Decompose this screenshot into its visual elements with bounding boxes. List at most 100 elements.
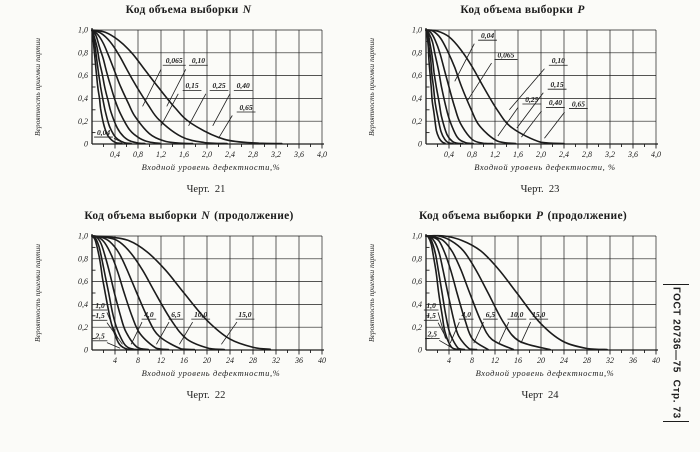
chart-23-plot: 0,4 0,8 1,2 1,6 2,0 2,4 2,8 3,2 3,6 4,0 0 0,2 0,4 0,6… <box>362 22 684 182</box>
curve-0-15 <box>91 29 161 145</box>
curve-0-10 <box>425 29 464 145</box>
y-tick-label: 0,2 <box>412 117 422 126</box>
x-tick-label: 2,4 <box>225 150 235 159</box>
curve-label-1-0: 1,0 <box>95 301 105 310</box>
chart-panel-22: Код объема выборки N (продолжение) 4 8 12 1… <box>28 210 350 401</box>
curve-label-leader <box>521 110 542 138</box>
tick-labels: 0,4 0,8 1,2 1,6 2,0 2,4 2,8 3,2 3,6 4,0 0 0,2 0,4 0,6… <box>78 26 327 159</box>
tick-labels: 4 8 12 16 20 24 28 32 36 40 0 0,2 0,4 0,6 0,8 1,0 <box>412 232 660 365</box>
x-tick-label: 20 <box>537 356 545 365</box>
curve-label-1-5: 1,5 <box>426 311 436 320</box>
y-tick-label: 0,2 <box>78 323 88 332</box>
curve-label-leader <box>160 93 179 126</box>
curve-label-leader <box>106 312 119 339</box>
curve-label-leader <box>520 321 532 344</box>
curve-label-1-5: 1,5 <box>95 311 105 320</box>
curve-label-0-40: 0,40 <box>549 98 562 107</box>
y-axis-title: Вероятность приемки партии <box>33 38 42 136</box>
curve-label-leader <box>166 69 187 107</box>
x-tick-label: 1,2 <box>490 150 500 159</box>
curve-label-0-10: 0,10 <box>552 56 565 65</box>
oc-chart-svg: 0,4 0,8 1,2 1,6 2,0 2,4 2,8 3,2 3,6 4,0 0 0,2 0,4 0,6… <box>33 26 327 172</box>
x-tick-label: 12 <box>157 356 165 365</box>
chart-21-caption: Черт. 21 <box>186 184 226 195</box>
y-tick-label: 1,0 <box>412 232 422 241</box>
x-tick-label: 8 <box>136 356 140 365</box>
chart-24-title: Код объема выборки P (продолжение) <box>418 210 628 222</box>
curve-label-10-0: 10,0 <box>194 310 207 319</box>
curve-label-leader <box>113 137 123 143</box>
x-tick-label: 1,6 <box>513 150 523 159</box>
y-tick-label: 0,4 <box>412 94 422 103</box>
stamp-rule-bottom <box>663 420 689 422</box>
curve-label-leader <box>188 93 207 126</box>
axes <box>425 28 658 145</box>
curve-2-5 <box>425 235 478 351</box>
x-tick-label: 3,6 <box>627 150 638 159</box>
x-tick-label: 4 <box>113 356 117 365</box>
grid <box>92 235 323 350</box>
x-tick-label: 20 <box>203 356 211 365</box>
curve-label-1-0: 1,0 <box>426 301 436 310</box>
curve-label-2-5: 2,5 <box>427 329 438 338</box>
curve-label-2-5: 2,5 <box>94 332 105 341</box>
y-tick-label: 1,0 <box>78 232 88 241</box>
y-tick-label: 0,6 <box>412 277 422 286</box>
x-axis-title: Входной уровень дефектности,% <box>142 162 281 172</box>
x-tick-label: 3,6 <box>293 150 304 159</box>
y-tick-label: 0 <box>84 346 88 355</box>
y-tick-label: 0,4 <box>78 94 88 103</box>
curve-0-65 <box>91 29 283 145</box>
y-tick-label: 1,0 <box>78 26 88 35</box>
y-tick-label: 0,8 <box>78 254 88 263</box>
curve-label-leader <box>544 111 565 139</box>
y-tick-label: 0,8 <box>412 254 422 263</box>
y-tick-label: 0,6 <box>412 71 422 80</box>
x-tick-label: 32 <box>605 356 614 365</box>
y-tick-label: 0,8 <box>78 48 88 57</box>
y-axis-title: Вероятность приемки партии <box>367 38 376 136</box>
curve-label-6-5: 6,5 <box>171 310 181 319</box>
chart-22-title: Код объема выборки N (продолжение) <box>84 210 294 222</box>
chart-21-title: Код объема выборки N <box>125 4 252 16</box>
chart-panel-21: Код объема выборки N 0,4 0,8 1,2 1,6 2,0 2,4 2… <box>28 4 350 195</box>
curve-0-10 <box>91 29 146 145</box>
x-tick-label: 32 <box>271 356 280 365</box>
curve-label-leader <box>212 93 231 126</box>
curve-label-0-25: 0,25 <box>525 95 538 104</box>
curve-label-0-10: 0,10 <box>192 56 205 65</box>
curve-label-0-40: 0,40 <box>237 81 250 90</box>
x-tick-label: 4,0 <box>317 150 327 159</box>
chart-22-caption: Черт. 22 <box>186 390 226 401</box>
curve-label-0-04: 0,04 <box>481 31 494 40</box>
y-tick-label: 0,8 <box>412 48 422 57</box>
curve-0-065 <box>91 29 132 145</box>
x-axis-title: Входной уровень дефектности, % <box>474 162 615 172</box>
x-tick-label: 28 <box>249 356 257 365</box>
x-tick-label: 3,2 <box>270 150 281 159</box>
curve-0-04 <box>91 29 123 145</box>
x-tick-label: 1,6 <box>179 150 189 159</box>
x-tick-label: 2,8 <box>248 150 258 159</box>
curve-0-25 <box>91 29 194 145</box>
curve-0-15 <box>425 29 474 145</box>
x-tick-label: 2,0 <box>536 150 546 159</box>
curve-label-10-0: 10,0 <box>510 310 523 319</box>
curve-10-0 <box>91 235 226 351</box>
gost-stamp-text: ГОСТ 20736—75 Стр. 73 <box>670 287 682 419</box>
chart-panel-24: Код объема выборки P (продолжение) 4 8 12 1… <box>362 210 684 401</box>
chart-21-plot: 0,4 0,8 1,2 1,6 2,0 2,4 2,8 3,2 3,6 4,0 0 0,2 0,4 0,6… <box>28 22 350 182</box>
curve-0-40 <box>425 29 517 145</box>
x-axis-title: Входной уровень дефектности,% <box>476 368 615 378</box>
curve-6-5 <box>91 235 196 351</box>
curve-label-leader <box>130 321 143 345</box>
curve-label-leader <box>516 92 544 129</box>
curve-10-0 <box>425 234 551 351</box>
curve-0-25 <box>425 29 494 145</box>
curves <box>425 29 565 145</box>
x-tick-label: 16 <box>180 356 188 365</box>
tick-labels: 4 8 12 16 20 24 28 32 36 40 0 0,2 0,4 0,6 0,8 1,0 <box>78 232 326 365</box>
x-tick-label: 40 <box>652 356 660 365</box>
curve-label-leader <box>454 43 475 82</box>
